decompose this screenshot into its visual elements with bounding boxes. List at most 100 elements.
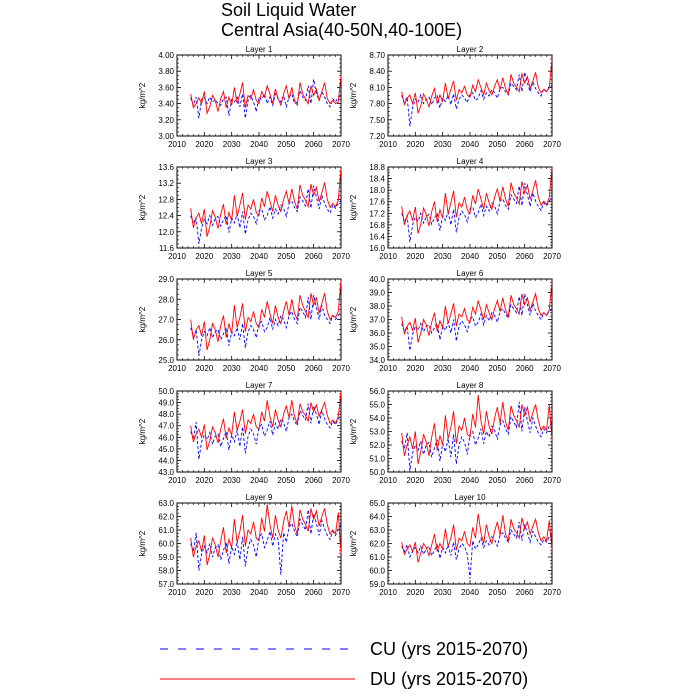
y-tick-label: 16.8	[369, 221, 385, 230]
y-tick-label: 7.80	[369, 100, 385, 109]
plot-frame	[176, 390, 342, 473]
x-tick-label: 2020	[406, 364, 424, 373]
y-tick-label: 61.0	[369, 553, 385, 562]
x-tick-label: 2060	[305, 364, 323, 373]
series-line-du	[190, 168, 342, 237]
y-tick-label: 65.0	[369, 499, 385, 508]
panel-title: Layer 10	[454, 493, 486, 502]
x-tick-label: 2040	[250, 140, 268, 149]
y-axis-label: kg/m^2	[138, 418, 147, 444]
panel-title: Layer 3	[246, 157, 273, 166]
panel-title: Layer 1	[246, 45, 273, 54]
y-tick-label: 3.60	[158, 83, 174, 92]
x-tick-label: 2070	[332, 140, 350, 149]
y-tick-label: 49.0	[158, 399, 174, 408]
x-tick-label: 2040	[250, 364, 268, 373]
y-tick-label: 43.0	[158, 468, 174, 477]
x-tick-label: 2070	[332, 476, 350, 485]
y-tick-label: 56.0	[369, 387, 385, 396]
x-tick-label: 2040	[461, 140, 479, 149]
x-tick-label: 2060	[305, 476, 323, 485]
y-axis-label: kg/m^2	[349, 418, 358, 444]
series-line-du	[190, 75, 342, 116]
x-tick-label: 2030	[434, 252, 452, 261]
x-tick-label: 2030	[434, 476, 452, 485]
y-tick-label: 18.4	[369, 175, 385, 184]
y-tick-label: 12.4	[158, 212, 174, 221]
x-tick-label: 2050	[277, 588, 295, 597]
series-line-du	[401, 167, 553, 234]
y-tick-label: 16.0	[369, 244, 385, 253]
x-tick-label: 2040	[461, 476, 479, 485]
x-tick-label: 2060	[516, 364, 534, 373]
y-tick-label: 50.0	[369, 468, 385, 477]
x-tick-label: 2020	[195, 588, 213, 597]
y-tick-label: 46.0	[158, 433, 174, 442]
x-tick-label: 2020	[406, 588, 424, 597]
panel-layer-8: Layer 8 kg/m^2 2010 2020 2030 2040 2050 2060 207…	[349, 381, 561, 485]
series-line-cu	[401, 293, 553, 351]
panel-layer-9: Layer 9 kg/m^2 2010 2020 2030 2040 2050 2060 207…	[138, 493, 350, 597]
x-tick-label: 2010	[379, 252, 397, 261]
x-tick-label: 2070	[543, 476, 561, 485]
x-tick-label: 2060	[516, 476, 534, 485]
series-line-du	[190, 280, 342, 350]
y-tick-label: 44.0	[158, 456, 174, 465]
y-axis-label: kg/m^2	[138, 306, 147, 332]
legend-label-cu: CU (yrs 2015-2070)	[370, 639, 528, 659]
y-tick-label: 60.0	[369, 567, 385, 576]
x-tick-label: 2050	[488, 364, 506, 373]
panel-layer-5: Layer 5 kg/m^2 2010 2020 2030 2040 2050 2060 207…	[138, 269, 350, 373]
plot-frame	[387, 390, 553, 473]
x-tick-label: 2030	[223, 252, 241, 261]
series-line-cu	[401, 401, 553, 471]
x-tick-label: 2030	[434, 588, 452, 597]
y-tick-label: 18.0	[369, 186, 385, 195]
plot-frame	[176, 502, 342, 585]
y-tick-label: 60.0	[158, 540, 174, 549]
y-axis-label: kg/m^2	[349, 194, 358, 220]
y-tick-label: 47.0	[158, 422, 174, 431]
x-tick-label: 2020	[406, 476, 424, 485]
panel-title: Layer 9	[246, 493, 273, 502]
series-line-cu	[401, 183, 553, 243]
panel-title: Layer 4	[457, 157, 484, 166]
y-tick-label: 45.0	[158, 445, 174, 454]
panel-layer-1: Layer 1 kg/m^2 2010 2020 2030 2040 2050 2060 207…	[138, 45, 350, 149]
y-tick-label: 62.0	[158, 513, 174, 522]
series-line-du	[401, 395, 553, 464]
x-tick-label: 2060	[516, 252, 534, 261]
x-tick-label: 2050	[277, 140, 295, 149]
x-tick-label: 2070	[543, 252, 561, 261]
series-line-cu	[190, 185, 342, 245]
y-tick-label: 7.50	[369, 116, 385, 125]
y-tick-label: 18.8	[369, 163, 385, 172]
x-tick-label: 2010	[379, 476, 397, 485]
legend-label-du: DU (yrs 2015-2070)	[370, 669, 528, 689]
x-tick-label: 2020	[195, 140, 213, 149]
y-tick-label: 25.0	[158, 356, 174, 365]
y-axis-label: kg/m^2	[349, 530, 358, 556]
y-tick-label: 27.0	[158, 316, 174, 325]
plot-frame	[387, 278, 553, 361]
panel-title: Layer 7	[246, 381, 273, 390]
y-tick-label: 26.0	[158, 336, 174, 345]
y-tick-label: 3.80	[158, 67, 174, 76]
x-tick-label: 2010	[168, 476, 186, 485]
x-tick-label: 2050	[488, 140, 506, 149]
x-tick-label: 2040	[250, 588, 268, 597]
x-tick-label: 2030	[223, 588, 241, 597]
y-tick-label: 36.0	[369, 329, 385, 338]
x-tick-label: 2060	[305, 588, 323, 597]
y-axis-label: kg/m^2	[349, 82, 358, 108]
y-tick-label: 8.70	[369, 51, 385, 60]
y-tick-label: 4.00	[158, 51, 174, 60]
y-tick-label: 50.0	[158, 387, 174, 396]
x-tick-label: 2050	[488, 588, 506, 597]
series-line-du	[401, 281, 553, 343]
y-tick-label: 59.0	[369, 580, 385, 589]
x-tick-label: 2010	[379, 588, 397, 597]
x-tick-label: 2010	[168, 364, 186, 373]
series-line-du	[190, 504, 342, 566]
